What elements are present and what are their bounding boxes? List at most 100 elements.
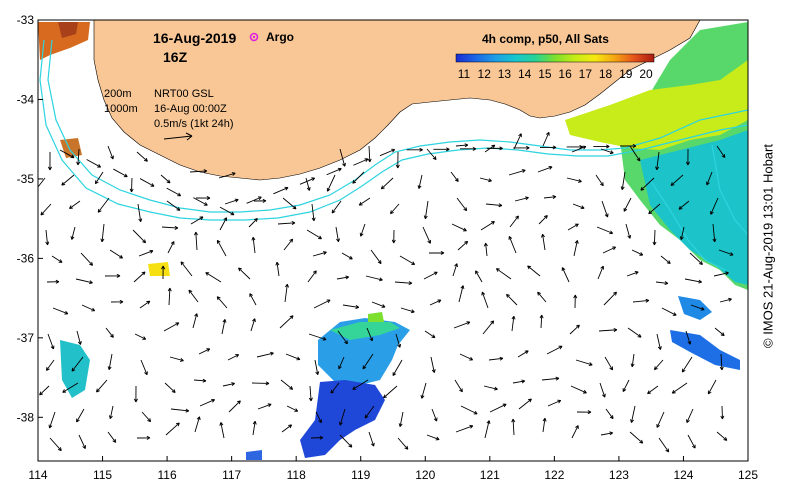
valid-time-label: 16-Aug 00:00Z bbox=[154, 103, 227, 115]
current-arrow bbox=[337, 330, 348, 345]
current-arrow bbox=[368, 431, 375, 447]
current-arrow bbox=[508, 169, 526, 176]
x-tick-label: 123 bbox=[609, 468, 629, 482]
current-arrow bbox=[604, 356, 614, 371]
current-arrow bbox=[394, 281, 413, 286]
current-arrow bbox=[251, 381, 270, 386]
current-arrow bbox=[279, 315, 294, 329]
current-arrow bbox=[623, 197, 632, 212]
argo-label: Argo bbox=[266, 30, 294, 44]
current-arrow bbox=[195, 196, 211, 201]
current-arrow bbox=[546, 345, 563, 355]
map-date: 16-Aug-2019 bbox=[153, 30, 236, 46]
current-arrow bbox=[96, 379, 108, 393]
current-arrow bbox=[509, 215, 519, 228]
x-tick-label: 114 bbox=[28, 468, 47, 482]
current-arrow bbox=[630, 405, 636, 423]
current-arrow bbox=[188, 289, 199, 303]
current-arrow bbox=[540, 145, 557, 150]
current-arrow bbox=[161, 225, 179, 230]
y-tick-label: -34 bbox=[17, 92, 35, 106]
isobath-1000m bbox=[39, 39, 748, 221]
current-arrow bbox=[508, 235, 517, 254]
current-arrow bbox=[189, 169, 208, 174]
current-arrow bbox=[483, 385, 498, 391]
current-arrow bbox=[40, 203, 52, 216]
current-arrow bbox=[342, 304, 360, 309]
current-arrow bbox=[170, 408, 190, 413]
current-arrow bbox=[714, 327, 725, 337]
current-arrow bbox=[719, 297, 732, 303]
current-arrow bbox=[483, 242, 488, 257]
current-arrow bbox=[70, 226, 76, 240]
current-arrow bbox=[253, 198, 267, 203]
colorbar-tick-label: 17 bbox=[579, 67, 593, 81]
current-arrow bbox=[362, 353, 374, 370]
current-arrow bbox=[199, 398, 216, 407]
current-arrow bbox=[571, 425, 579, 439]
current-arrow bbox=[479, 177, 492, 183]
current-arrow bbox=[423, 200, 429, 220]
current-arrow bbox=[430, 356, 436, 373]
current-arrow bbox=[422, 226, 432, 244]
current-arrow bbox=[194, 231, 198, 251]
current-arrow bbox=[352, 379, 369, 390]
colorbar-tick-label: 11 bbox=[458, 67, 471, 81]
current-arrow bbox=[107, 431, 117, 443]
current-arrow bbox=[252, 420, 257, 436]
current-arrow bbox=[622, 379, 630, 392]
current-arrow bbox=[718, 249, 734, 256]
current-arrow bbox=[370, 249, 382, 265]
current-arrow bbox=[47, 333, 55, 350]
current-arrow bbox=[601, 200, 609, 218]
current-arrow bbox=[460, 405, 478, 415]
current-arrow bbox=[656, 333, 662, 350]
current-arrow bbox=[475, 270, 483, 283]
current-arrow bbox=[459, 353, 474, 361]
current-arrow bbox=[488, 356, 504, 361]
current-arrow bbox=[167, 241, 175, 254]
current-arrow bbox=[251, 236, 256, 254]
current-arrow bbox=[518, 398, 532, 410]
current-arrow bbox=[687, 434, 696, 449]
colorbar-tick-label: 12 bbox=[478, 67, 492, 81]
current-arrow bbox=[69, 200, 81, 210]
current-arrow bbox=[655, 281, 669, 286]
current-arrow bbox=[571, 145, 587, 153]
current-arrow bbox=[573, 294, 578, 309]
current-arrow bbox=[627, 327, 642, 338]
current-arrow bbox=[227, 354, 240, 361]
current-arrow bbox=[660, 255, 671, 265]
y-tick-label: -38 bbox=[17, 410, 35, 424]
current-arrow bbox=[653, 359, 664, 371]
colorbar-tick-label: 18 bbox=[599, 67, 613, 81]
sst-patch-small-2 bbox=[368, 312, 384, 322]
current-arrow bbox=[417, 174, 423, 189]
scale-label: 0.5m/s (1kt 24h) bbox=[154, 118, 233, 130]
current-arrow bbox=[629, 431, 644, 444]
current-arrow bbox=[400, 307, 415, 314]
current-arrow bbox=[326, 174, 336, 192]
current-arrow bbox=[511, 315, 516, 332]
current-arrow bbox=[429, 299, 442, 306]
current-arrow bbox=[395, 333, 402, 348]
current-arrow bbox=[566, 144, 583, 149]
current-arrow bbox=[595, 174, 604, 187]
current-arrow bbox=[308, 385, 313, 402]
current-arrow bbox=[426, 434, 440, 441]
current-arrow bbox=[113, 168, 128, 178]
current-arrow bbox=[527, 265, 541, 277]
product-label: NRT00 GSL bbox=[154, 88, 214, 100]
current-arrow bbox=[424, 330, 436, 339]
current-arrow bbox=[137, 203, 143, 223]
current-arrow bbox=[222, 382, 236, 387]
current-arrow bbox=[193, 378, 207, 383]
current-arrow bbox=[305, 177, 311, 191]
current-arrow bbox=[395, 151, 400, 169]
current-arrow bbox=[661, 307, 677, 316]
current-arrow bbox=[453, 321, 471, 329]
isobath-200m-label: 200m bbox=[104, 88, 132, 100]
current-arrow bbox=[541, 233, 546, 251]
current-arrow bbox=[513, 145, 530, 150]
current-arrow bbox=[339, 408, 346, 426]
